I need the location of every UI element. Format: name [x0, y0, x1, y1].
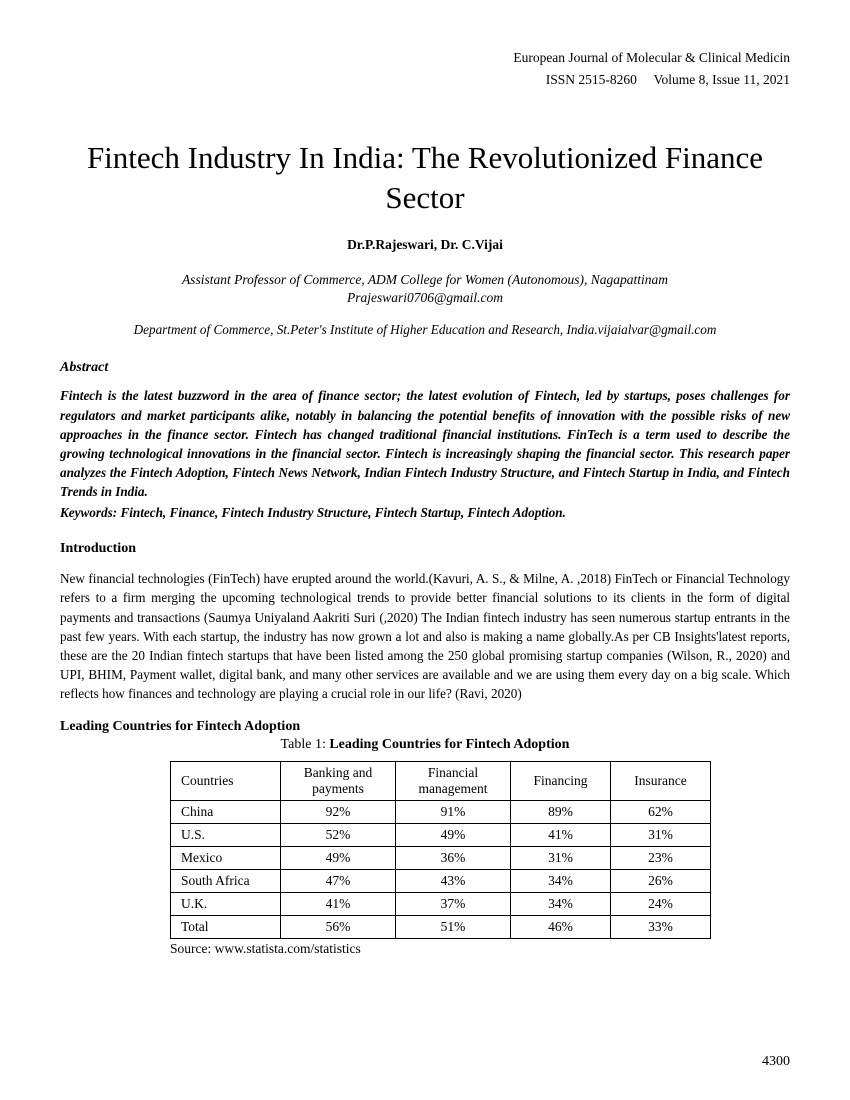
- cell: Total: [171, 916, 281, 939]
- paper-title: Fintech Industry In India: The Revolutio…: [60, 138, 790, 219]
- table-row: U.K. 41% 37% 34% 24%: [171, 893, 711, 916]
- cell: 33%: [611, 916, 711, 939]
- table-source: Source: www.statista.com/statistics: [170, 941, 750, 957]
- affiliation-1-text: Assistant Professor of Commerce, ADM Col…: [182, 272, 668, 287]
- cell: 26%: [611, 870, 711, 893]
- cell: 36%: [396, 847, 511, 870]
- table-caption-title: Leading Countries for Fintech Adoption: [329, 737, 569, 752]
- cell: 49%: [396, 824, 511, 847]
- affiliation-2: Department of Commerce, St.Peter's Insti…: [60, 322, 790, 338]
- affiliation-1-email: Prajeswari0706@gmail.com: [347, 290, 503, 305]
- table-caption: Table 1: Leading Countries for Fintech A…: [60, 737, 790, 753]
- table-section-heading: Leading Countries for Fintech Adoption: [60, 719, 790, 735]
- table-caption-prefix: Table 1:: [281, 737, 330, 752]
- table-row: U.S. 52% 49% 41% 31%: [171, 824, 711, 847]
- fintech-adoption-table: Countries Banking and payments Financial…: [170, 761, 711, 939]
- col-header: Financial management: [396, 762, 511, 801]
- introduction-heading: Introduction: [60, 541, 790, 557]
- cell: 34%: [511, 893, 611, 916]
- abstract-text: Fintech is the latest buzzword in the ar…: [60, 386, 790, 501]
- col-header: Insurance: [611, 762, 711, 801]
- cell: 34%: [511, 870, 611, 893]
- col-header: Financing: [511, 762, 611, 801]
- abstract-heading: Abstract: [60, 360, 790, 376]
- issn: ISSN 2515-8260: [546, 72, 637, 87]
- page-number: 4300: [762, 1054, 790, 1070]
- cell: 51%: [396, 916, 511, 939]
- cell: 92%: [281, 801, 396, 824]
- table-header-row: Countries Banking and payments Financial…: [171, 762, 711, 801]
- volume-info: Volume 8, Issue 11, 2021: [654, 72, 791, 87]
- cell: 49%: [281, 847, 396, 870]
- cell: 89%: [511, 801, 611, 824]
- authors: Dr.P.Rajeswari, Dr. C.Vijai: [60, 237, 790, 253]
- cell: 41%: [281, 893, 396, 916]
- keywords: Keywords: Fintech, Finance, Fintech Indu…: [60, 505, 790, 521]
- affiliation-1: Assistant Professor of Commerce, ADM Col…: [60, 271, 790, 309]
- cell: China: [171, 801, 281, 824]
- cell: U.K.: [171, 893, 281, 916]
- cell: 41%: [511, 824, 611, 847]
- issn-volume: ISSN 2515-8260 Volume 8, Issue 11, 2021: [60, 72, 790, 88]
- table-row: Total 56% 51% 46% 33%: [171, 916, 711, 939]
- cell: South Africa: [171, 870, 281, 893]
- cell: 91%: [396, 801, 511, 824]
- cell: 31%: [511, 847, 611, 870]
- cell: 52%: [281, 824, 396, 847]
- col-header: Banking and payments: [281, 762, 396, 801]
- table-row: Mexico 49% 36% 31% 23%: [171, 847, 711, 870]
- cell: Mexico: [171, 847, 281, 870]
- col-header: Countries: [171, 762, 281, 801]
- table-row: China 92% 91% 89% 62%: [171, 801, 711, 824]
- cell: 37%: [396, 893, 511, 916]
- cell: 56%: [281, 916, 396, 939]
- cell: 62%: [611, 801, 711, 824]
- cell: 31%: [611, 824, 711, 847]
- table-row: South Africa 47% 43% 34% 26%: [171, 870, 711, 893]
- cell: U.S.: [171, 824, 281, 847]
- journal-name: European Journal of Molecular & Clinical…: [60, 50, 790, 66]
- cell: 24%: [611, 893, 711, 916]
- cell: 46%: [511, 916, 611, 939]
- cell: 23%: [611, 847, 711, 870]
- table-wrapper: Countries Banking and payments Financial…: [170, 761, 750, 957]
- introduction-text: New financial technologies (FinTech) hav…: [60, 569, 790, 703]
- cell: 47%: [281, 870, 396, 893]
- cell: 43%: [396, 870, 511, 893]
